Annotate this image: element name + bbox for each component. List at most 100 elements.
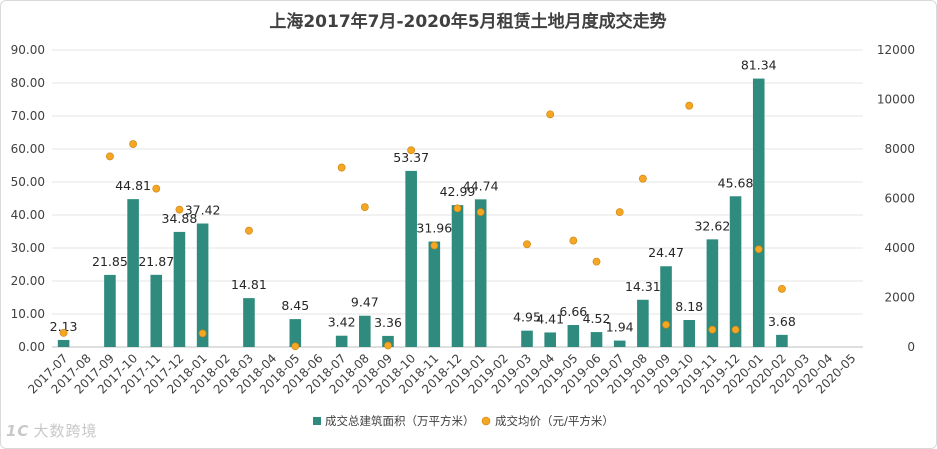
bar-data-label: 21.85 — [92, 254, 128, 269]
scatter-point — [430, 241, 439, 250]
scatter-point — [384, 341, 392, 350]
bar — [243, 298, 255, 347]
bar — [660, 266, 672, 347]
bar-data-label: 8.18 — [675, 299, 703, 314]
scatter-point — [245, 226, 253, 235]
bar — [127, 199, 139, 347]
left-tick-label: 20.00 — [11, 274, 45, 288]
bar-data-label: 3.36 — [374, 315, 402, 330]
bar — [335, 335, 348, 347]
scatter-point — [360, 203, 369, 212]
right-tick-label: 10000 — [877, 93, 915, 107]
scatter-point — [592, 257, 601, 266]
bar-data-label: 24.47 — [648, 245, 684, 260]
bar — [567, 325, 580, 347]
scatter-point — [476, 208, 485, 217]
bar-data-label: 42.99 — [440, 184, 476, 199]
scatter-point — [407, 146, 416, 155]
scatter-point — [708, 325, 717, 334]
bar — [173, 231, 186, 347]
scatter-point — [569, 236, 578, 245]
watermark: 1C 大数跨境 — [6, 420, 97, 441]
bar-data-label: 8.45 — [281, 298, 309, 313]
bar-series — [57, 78, 788, 347]
bar-data-label: 32.62 — [694, 218, 730, 233]
left-tick-label: 0.00 — [18, 340, 45, 354]
bar — [637, 299, 649, 347]
scatter-point — [175, 205, 184, 214]
bar-data-label: 4.95 — [513, 310, 541, 325]
scatter-point — [106, 152, 114, 161]
bar-data-label: 81.34 — [741, 58, 777, 73]
bar-data-label: 4.41 — [536, 311, 564, 326]
bar — [150, 274, 163, 347]
bar-data-label: 21.87 — [138, 254, 174, 269]
scatter-point — [662, 320, 670, 329]
legend-swatch-bar — [313, 417, 321, 425]
gridlines — [52, 49, 863, 348]
bar-data-label: 6.66 — [559, 304, 587, 319]
right-tick-label: 2000 — [884, 291, 915, 305]
left-tick-label: 90.00 — [11, 43, 45, 57]
bar-data-label: 1.94 — [606, 320, 634, 335]
chart-title: 上海2017年7月-2020年5月租赁土地月度成交走势 — [269, 11, 666, 32]
scatter-point — [337, 163, 346, 172]
bar-data-label: 9.47 — [351, 295, 379, 310]
bar-data-label: 34.88 — [162, 211, 198, 226]
legend: 成交总建筑面积（万平方米） 成交均价（元/平方米） — [313, 414, 614, 428]
scatter-series — [59, 101, 786, 351]
bar — [706, 239, 719, 347]
watermark-text: 大数跨境 — [33, 422, 98, 440]
scatter-point — [523, 240, 531, 249]
right-tick-label: 8000 — [884, 142, 915, 156]
bar — [428, 241, 441, 347]
scatter-point — [59, 328, 68, 337]
scatter-point — [198, 329, 207, 338]
scatter-point — [615, 208, 624, 217]
bar-data-label: 31.96 — [416, 221, 452, 236]
scatter-point — [291, 342, 300, 351]
scatter-point — [453, 204, 462, 213]
bar-data-label: 14.31 — [625, 279, 661, 294]
bar — [451, 205, 464, 347]
legend-label-area: 成交总建筑面积（万平方米） — [325, 414, 475, 428]
right-tick-label: 0 — [907, 340, 915, 354]
bar — [474, 199, 487, 347]
bar-data-label: 44.81 — [115, 178, 151, 193]
scatter-point — [129, 140, 137, 148]
bar — [196, 223, 209, 347]
bar-data-label: 44.74 — [463, 178, 499, 193]
scatter-point — [731, 325, 740, 334]
bar-data-label: 3.42 — [328, 315, 356, 330]
left-tick-label: 50.00 — [11, 175, 45, 189]
right-axis-ticks: 0 2000 4000 6000 8000 10000 12000 — [877, 43, 915, 354]
bar-data-label: 45.68 — [718, 175, 754, 190]
right-tick-label: 12000 — [877, 43, 915, 57]
scatter-point — [685, 101, 694, 110]
bar-data-label: 3.68 — [768, 314, 796, 329]
bar-data-label: 37.42 — [185, 203, 221, 218]
bar — [57, 339, 70, 347]
left-tick-label: 80.00 — [11, 76, 45, 90]
bar — [359, 315, 371, 347]
right-tick-label: 6000 — [884, 192, 915, 206]
left-tick-label: 10.00 — [11, 307, 45, 321]
bar — [613, 340, 626, 347]
bar — [683, 320, 696, 347]
scatter-point — [754, 245, 763, 254]
bar — [729, 196, 742, 347]
scatter-point — [778, 284, 786, 293]
left-tick-label: 70.00 — [11, 109, 45, 123]
bar-data-label: 2.13 — [50, 319, 78, 334]
watermark-logo: 1C — [6, 422, 30, 440]
bar — [544, 332, 556, 347]
left-tick-label: 60.00 — [11, 142, 45, 156]
bar — [752, 78, 765, 347]
right-tick-label: 4000 — [884, 241, 915, 255]
bar-data-label: 4.52 — [583, 311, 611, 326]
legend-label-price: 成交均价（元/平方米） — [495, 414, 614, 428]
bar-data-label: 14.81 — [231, 277, 267, 292]
